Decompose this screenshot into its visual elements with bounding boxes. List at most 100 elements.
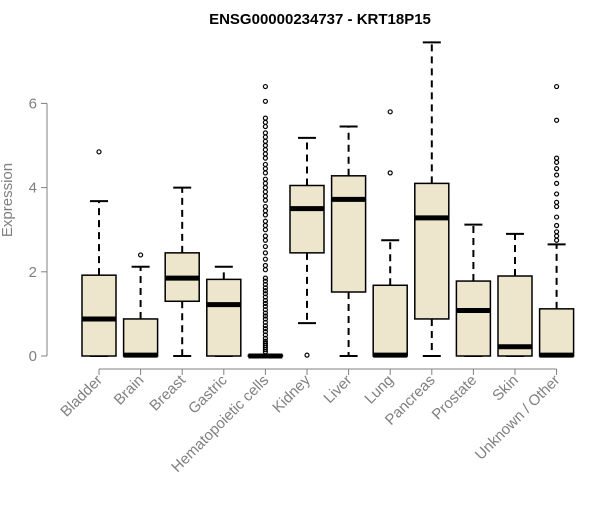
box-iqr [206,278,242,357]
outlier-point [262,243,268,250]
outlier-point [262,328,268,335]
outlier-point [553,191,560,197]
outlier-point [262,278,268,284]
box-skin [497,232,533,357]
outlier-point [262,319,268,325]
outlier-point [262,208,268,214]
box-iqr [122,318,159,357]
outlier-point [262,323,268,329]
outlier-point [553,172,560,178]
x-tick-label: Prostate [429,372,481,424]
outlier-point [553,214,560,220]
outlier-point [138,252,144,258]
outlier-point [262,294,268,300]
outlier-point [262,275,268,281]
outlier-point [553,180,560,186]
y-axis: 0 2 4 6 [29,95,48,365]
outlier-point [262,212,268,218]
outlier-point [262,313,268,319]
x-tick-label: Breast [146,371,189,414]
box-iqr [455,280,492,357]
y-tick-label: 0 [29,348,37,365]
outlier-point [262,256,268,262]
box-bladder [81,149,117,357]
box-iqr [497,275,533,357]
outlier-point [96,149,102,155]
outlier-point [553,229,560,235]
outlier-point [553,203,560,210]
outlier-point [387,109,393,115]
box-lung [372,109,408,358]
outlier-point [262,189,268,195]
outlier-point [262,115,268,121]
outlier-point [304,352,310,358]
box-series [81,41,575,359]
box-brain [122,252,159,358]
outlier-point [262,281,268,288]
outlier-point [262,222,268,229]
outlier-point [387,170,393,176]
x-tick-label: Lung [361,372,397,408]
outlier-point [262,119,268,125]
outlier-point [262,237,268,243]
outlier-point [262,170,268,176]
outlier-point [553,83,560,90]
outlier-point [262,335,268,341]
outlier-point [553,155,560,161]
outlier-point [262,316,268,322]
outlier-point [262,288,268,294]
outlier-point [262,307,268,313]
outlier-point [262,267,268,273]
y-tick-label: 2 [29,264,37,281]
outlier-point [262,180,268,186]
outlier-point [262,185,268,191]
outlier-point [262,233,268,239]
outlier-point [262,151,268,157]
outlier-point [262,303,268,309]
outlier-point [262,134,268,140]
outlier-point [262,332,268,338]
outlier-point [262,326,268,332]
outlier-point [262,193,268,199]
outlier-point [262,250,268,256]
outlier-point [262,98,268,104]
x-tick-label: Brain [111,372,148,409]
outlier-point [262,83,268,90]
outlier-point [553,237,560,243]
box-iqr [330,175,367,293]
outlier-point [262,155,268,161]
box-iqr [538,308,575,357]
outlier-point [553,159,560,165]
box-liver [330,125,367,357]
outlier-point [262,291,268,297]
outlier-point [262,176,268,182]
x-tick-label: Bladder [57,372,106,421]
box-iqr [81,274,117,357]
outlier-point [553,117,560,123]
box-iqr [289,184,325,254]
box-kidney [289,136,325,358]
y-tick-label: 6 [29,95,37,112]
outlier-point [262,338,268,344]
outlier-point [553,222,560,229]
x-tick-label: Skin [489,372,522,405]
outlier-point [262,138,268,144]
outlier-point [262,142,268,149]
outlier-point [262,161,268,168]
outlier-point [262,203,268,210]
box-iqr [414,182,450,320]
x-tick-label: Liver [320,372,355,407]
outlier-point [262,340,268,346]
y-tick-label: 4 [29,180,37,197]
box-unknown-other [538,83,575,358]
y-axis-label: Expression [0,163,16,237]
x-tick-label: Kidney [269,371,314,416]
outlier-point [262,166,268,172]
box-pancreas [414,41,450,357]
outlier-point [262,262,268,269]
box-iqr [372,284,408,357]
outlier-point [262,197,268,203]
box-breast [164,186,200,357]
